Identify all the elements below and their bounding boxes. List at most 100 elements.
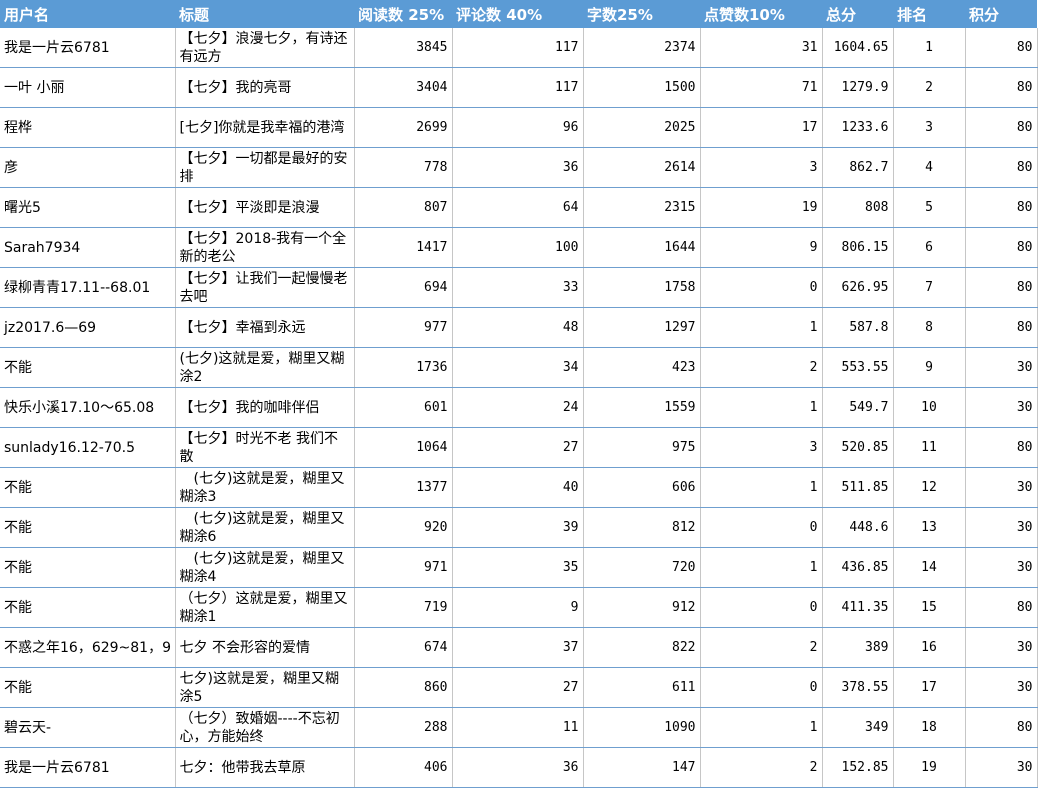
cell-likes[interactable]: 1: [700, 307, 823, 348]
cell-likes[interactable]: 31: [700, 28, 823, 68]
cell-comments[interactable]: 100: [452, 227, 584, 268]
cell-points[interactable]: 80: [965, 707, 1038, 748]
cell-points[interactable]: 30: [965, 667, 1038, 708]
cell-username[interactable]: 彦: [0, 147, 176, 188]
cell-words[interactable]: 812: [583, 507, 701, 548]
column-header-username[interactable]: 用户名: [0, 0, 175, 28]
cell-total[interactable]: 411.35: [822, 587, 894, 628]
cell-username[interactable]: 曙光5: [0, 187, 176, 228]
cell-words[interactable]: 423: [583, 347, 701, 388]
cell-likes[interactable]: 3: [700, 427, 823, 468]
cell-total[interactable]: 553.55: [822, 347, 894, 388]
cell-rank[interactable]: 1: [893, 28, 966, 68]
cell-username[interactable]: 不能: [0, 507, 176, 548]
cell-username[interactable]: 程桦: [0, 107, 176, 148]
cell-words[interactable]: 2315: [583, 187, 701, 228]
cell-words[interactable]: 1500: [583, 67, 701, 108]
cell-words[interactable]: 1758: [583, 267, 701, 308]
cell-username[interactable]: 一叶 小丽: [0, 67, 176, 108]
cell-reads[interactable]: 860: [354, 667, 453, 708]
cell-reads[interactable]: 3404: [354, 67, 453, 108]
cell-rank[interactable]: 17: [893, 667, 966, 708]
cell-rank[interactable]: 13: [893, 507, 966, 548]
cell-comments[interactable]: 117: [452, 28, 584, 68]
column-header-likes[interactable]: 点赞数10%: [700, 0, 822, 28]
cell-likes[interactable]: 19: [700, 187, 823, 228]
cell-likes[interactable]: 2: [700, 347, 823, 388]
cell-rank[interactable]: 11: [893, 427, 966, 468]
column-header-points[interactable]: 积分: [965, 0, 1037, 28]
cell-comments[interactable]: 36: [452, 147, 584, 188]
cell-username[interactable]: 不惑之年16，629~81，9: [0, 627, 176, 668]
cell-total[interactable]: 520.85: [822, 427, 894, 468]
cell-comments[interactable]: 40: [452, 467, 584, 508]
cell-comments[interactable]: 35: [452, 547, 584, 588]
cell-likes[interactable]: 0: [700, 507, 823, 548]
cell-likes[interactable]: 0: [700, 587, 823, 628]
cell-points[interactable]: 80: [965, 587, 1038, 628]
cell-points[interactable]: 80: [965, 67, 1038, 108]
cell-words[interactable]: 822: [583, 627, 701, 668]
cell-points[interactable]: 30: [965, 627, 1038, 668]
cell-username[interactable]: 不能: [0, 667, 176, 708]
cell-total[interactable]: 626.95: [822, 267, 894, 308]
cell-username[interactable]: 我是一片云6781: [0, 28, 176, 68]
cell-total[interactable]: 549.7: [822, 387, 894, 428]
cell-words[interactable]: 2614: [583, 147, 701, 188]
cell-rank[interactable]: 3: [893, 107, 966, 148]
cell-rank[interactable]: 10: [893, 387, 966, 428]
cell-reads[interactable]: 288: [354, 707, 453, 748]
cell-rank[interactable]: 4: [893, 147, 966, 188]
cell-words[interactable]: 975: [583, 427, 701, 468]
cell-username[interactable]: 不能: [0, 347, 176, 388]
cell-total[interactable]: 808: [822, 187, 894, 228]
cell-reads[interactable]: 920: [354, 507, 453, 548]
cell-points[interactable]: 80: [965, 307, 1038, 348]
cell-total[interactable]: 511.85: [822, 467, 894, 508]
cell-reads[interactable]: 674: [354, 627, 453, 668]
cell-comments[interactable]: 34: [452, 347, 584, 388]
cell-points[interactable]: 80: [965, 147, 1038, 188]
cell-points[interactable]: 80: [965, 28, 1038, 68]
column-header-comments[interactable]: 评论数 40%: [452, 0, 583, 28]
cell-reads[interactable]: 1064: [354, 427, 453, 468]
cell-total[interactable]: 448.6: [822, 507, 894, 548]
cell-title[interactable]: 七夕)这就是爱，糊里又糊涂5: [175, 667, 355, 708]
cell-likes[interactable]: 0: [700, 267, 823, 308]
cell-words[interactable]: 606: [583, 467, 701, 508]
cell-rank[interactable]: 18: [893, 707, 966, 748]
column-header-title[interactable]: 标题: [175, 0, 354, 28]
cell-rank[interactable]: 19: [893, 747, 966, 788]
cell-comments[interactable]: 37: [452, 627, 584, 668]
cell-points[interactable]: 30: [965, 387, 1038, 428]
cell-reads[interactable]: 2699: [354, 107, 453, 148]
cell-username[interactable]: 我是一片云6781: [0, 747, 176, 788]
cell-username[interactable]: jz2017.6—69: [0, 307, 176, 348]
cell-total[interactable]: 862.7: [822, 147, 894, 188]
cell-reads[interactable]: 1377: [354, 467, 453, 508]
cell-points[interactable]: 80: [965, 107, 1038, 148]
cell-title[interactable]: 【七夕】浪漫七夕，有诗还有远方: [175, 28, 355, 68]
column-header-words[interactable]: 字数25%: [583, 0, 700, 28]
cell-rank[interactable]: 2: [893, 67, 966, 108]
cell-title[interactable]: （七夕）这就是爱，糊里又糊涂1: [175, 587, 355, 628]
cell-likes[interactable]: 3: [700, 147, 823, 188]
cell-reads[interactable]: 694: [354, 267, 453, 308]
cell-likes[interactable]: 2: [700, 747, 823, 788]
cell-reads[interactable]: 601: [354, 387, 453, 428]
cell-title[interactable]: （七夕）致婚姻----不忘初心，方能始终: [175, 707, 355, 748]
cell-points[interactable]: 80: [965, 427, 1038, 468]
cell-username[interactable]: 绿柳青青17.11--68.01: [0, 267, 176, 308]
cell-points[interactable]: 30: [965, 547, 1038, 588]
cell-reads[interactable]: 977: [354, 307, 453, 348]
cell-title[interactable]: 七夕：他带我去草原: [175, 747, 355, 788]
cell-points[interactable]: 30: [965, 347, 1038, 388]
cell-comments[interactable]: 48: [452, 307, 584, 348]
cell-likes[interactable]: 71: [700, 67, 823, 108]
cell-total[interactable]: 378.55: [822, 667, 894, 708]
cell-total[interactable]: 349: [822, 707, 894, 748]
cell-comments[interactable]: 36: [452, 747, 584, 788]
cell-comments[interactable]: 33: [452, 267, 584, 308]
cell-words[interactable]: 1297: [583, 307, 701, 348]
cell-words[interactable]: 912: [583, 587, 701, 628]
